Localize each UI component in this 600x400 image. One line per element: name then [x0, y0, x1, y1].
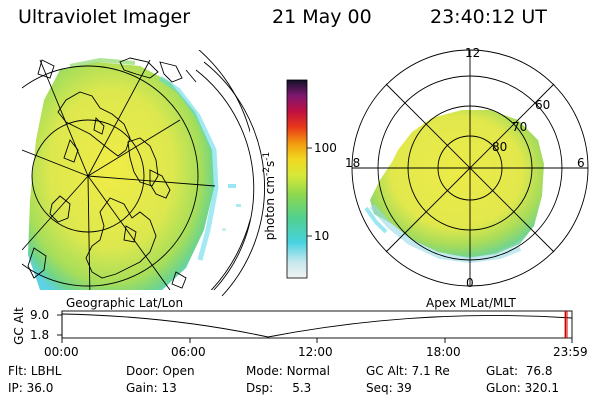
time-label: 23:40:12 UT — [430, 6, 547, 28]
timeline-xtick-1800: 18:00 — [426, 345, 461, 359]
footer-gain: Gain: 13 — [126, 381, 177, 395]
geo-panel-label: Geographic Lat/Lon — [66, 296, 184, 310]
date-label: 21 May 00 — [272, 6, 372, 28]
timeline-plot — [57, 310, 573, 343]
mlt-18-label: 18 — [345, 156, 361, 170]
lat-70-label: 70 — [512, 120, 528, 134]
timeline-xtick-2359: 23:59 — [553, 345, 588, 359]
footer-door: Door: Open — [126, 364, 195, 378]
footer-filter: Flt: LBHL — [8, 364, 62, 378]
timeline-xtick-1200: 12:00 — [298, 345, 333, 359]
timeline-xtick-0600: 06:00 — [171, 345, 206, 359]
geo-coastlines — [27, 57, 187, 289]
colorbar — [286, 79, 308, 279]
timeline-ylabel: GC Alt — [12, 307, 26, 345]
geo-grid — [22, 50, 250, 290]
apex-panel-label: Apex MLat/MLT — [426, 296, 516, 310]
mlt-6-label: 6 — [577, 156, 585, 170]
timeline-ytick-9: 9.0 — [30, 308, 50, 322]
timeline-ytick-1: 1.8 — [30, 328, 50, 342]
colorbar-tick-10: 10 — [314, 229, 330, 243]
footer-dsp: Dsp: 5.3 — [246, 381, 312, 395]
geo-image — [22, 50, 250, 290]
footer-seq: Seq: 39 — [366, 381, 412, 395]
timeline-xtick-0000: 00:00 — [44, 345, 79, 359]
footer-glat: GLat: 76.8 — [486, 364, 553, 378]
footer-mode: Mode: Normal — [246, 364, 330, 378]
colorbar-tick-100: 100 — [314, 141, 337, 155]
apex-image — [351, 49, 589, 287]
app-title: Ultraviolet Imager — [18, 6, 191, 28]
footer-gc-alt: GC Alt: 7.1 Re — [366, 364, 450, 378]
mlt-0-label: 0 — [466, 276, 474, 290]
colorbar-unit-label: photon cm-2s-1 — [262, 151, 277, 241]
altitude-curve — [61, 313, 573, 338]
lat-60-label: 60 — [535, 98, 551, 112]
geo-aurora-oval — [28, 62, 214, 290]
footer-glon: GLon: 320.1 — [486, 381, 559, 395]
lat-80-label: 80 — [492, 140, 508, 154]
footer-ip: IP: 36.0 — [8, 381, 54, 395]
apex-grid — [351, 49, 589, 287]
mlt-12-label: 12 — [465, 46, 481, 60]
